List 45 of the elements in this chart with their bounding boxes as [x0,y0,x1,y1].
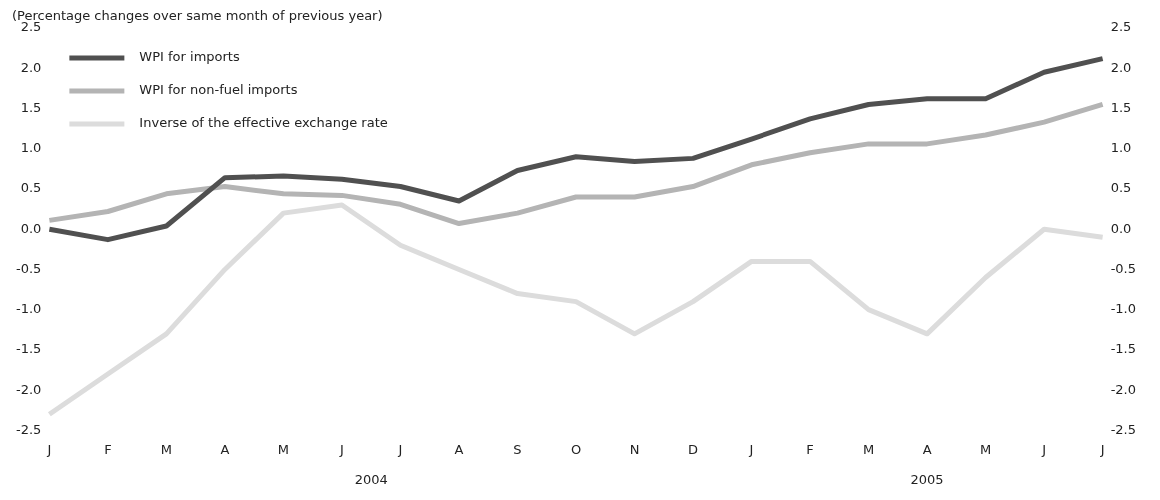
y-tick-label: 0.0 [20,220,42,236]
text: 2005 [910,471,944,487]
y2-tick-label: 2.0 [1110,59,1132,75]
legend-label: WPI for imports [139,49,240,65]
x-tick-label: S [513,441,522,457]
x-tick-label: M [980,441,992,457]
y2-tick-label: 2.5 [1110,19,1132,35]
x-tick-label: J [748,441,754,457]
x-tick-label: J [339,441,344,457]
x-tick-label: A [922,441,932,457]
y-tick-label: 0.5 [20,180,42,196]
y2-tick-label: -0.5 [1110,260,1137,276]
x-tick-label: O [570,441,582,457]
y2-tick-label: 1.0 [1110,140,1132,156]
y-tick-label: 2.0 [20,59,42,75]
y2-tick-label: -1.0 [1110,301,1137,317]
y2-tick-label: 0.5 [1110,180,1132,196]
y2-tick-label: -2.0 [1110,381,1137,397]
x-tick-label: D [688,441,699,457]
y-tick-label: 1.0 [20,140,42,156]
y2-tick-label: 1.5 [1110,99,1132,115]
y2-tick-label: 0.0 [1110,220,1132,236]
x-tick-label: M [277,441,290,457]
y-tick-label: -0.5 [15,260,42,276]
text: 2004 [354,471,388,487]
x-tick-label: M [862,441,875,457]
y-tick-label: -1.0 [15,301,42,317]
x-tick-label: M [160,441,172,457]
y-tick-label: -2.5 [15,421,42,437]
y-tick-label: -2.0 [15,381,42,397]
x-tick-label: N [629,441,640,457]
x-tick-label: J [1041,441,1047,457]
y-tick-label: 1.5 [20,99,42,115]
y2-tick-label: -1.5 [1110,341,1137,357]
y-tick-label: -1.5 [15,341,42,357]
x-tick-label: F [806,441,814,457]
x-tick-label: J [1099,441,1105,457]
x-tick-label: F [104,441,112,457]
legend-label: Inverse of the effective exchange rate [139,115,388,131]
x-tick-label: J [397,441,403,457]
x-tick-label: A [454,441,464,457]
x-tick-label: J [46,441,52,457]
y2-tick-label: -2.5 [1110,421,1137,437]
x-tick-label: A [220,441,230,457]
legend-label: WPI for non-fuel imports [139,82,298,98]
